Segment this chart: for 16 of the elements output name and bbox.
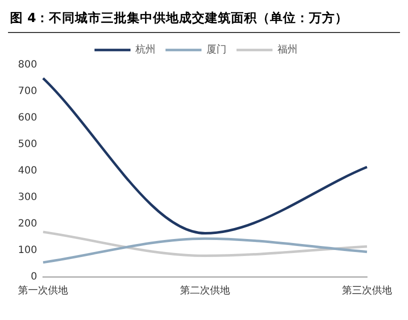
y-tick-label: 0 xyxy=(30,272,38,283)
y-tick-label: 600 xyxy=(18,112,38,124)
y-tick-label: 300 xyxy=(18,192,38,204)
y-tick-label: 200 xyxy=(18,218,38,230)
legend-label: 杭州 xyxy=(134,44,156,56)
chart-title: 图 4：不同城市三批集中供地成交建筑面积（单位：万方） xyxy=(8,8,400,33)
y-tick-label: 400 xyxy=(18,166,38,177)
y-tick-label: 500 xyxy=(18,139,38,150)
y-tick-label: 800 xyxy=(18,60,38,71)
x-tick-label: 第一次供地 xyxy=(18,284,68,297)
x-tick-label: 第三次供地 xyxy=(342,284,392,297)
x-tick-label: 第二次供地 xyxy=(180,284,230,297)
legend-label: 厦门 xyxy=(206,44,226,56)
y-tick-label: 700 xyxy=(18,86,38,98)
legend-label: 福州 xyxy=(278,44,298,56)
y-tick-label: 100 xyxy=(18,245,38,256)
